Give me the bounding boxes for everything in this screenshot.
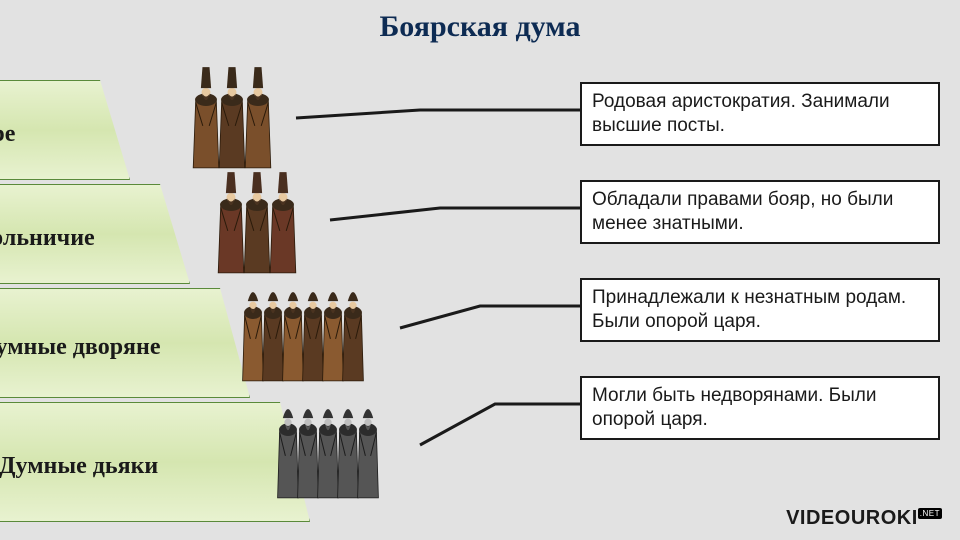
pyramid-tier-1-label: Окольничие — [0, 225, 95, 252]
description-box-1: Обладали правами бояр, но были менее зна… — [580, 180, 940, 244]
pyramid-tier-1: Окольничие — [0, 184, 190, 284]
watermark-suffix: .NET — [918, 508, 942, 519]
slide-title: Боярская дума — [0, 10, 960, 44]
description-text-0: Родовая аристократия. Занимали высшие по… — [592, 91, 890, 136]
figure-group-0 — [190, 65, 274, 170]
pyramid-tier-2-label: Думные дворяне — [0, 334, 161, 361]
pyramid-tier-3-label: Думные дьяки — [0, 453, 158, 480]
pyramid-tier-2: Думные дворяне — [0, 288, 250, 398]
pyramid-tier-0: Бояре — [0, 80, 130, 180]
description-text-2: Принадлежали к незнатным родам. Были опо… — [592, 287, 906, 332]
description-box-3: Могли быть недворянами. Были опорой царя… — [580, 376, 940, 440]
pyramid-tier-0-label: Бояре — [0, 121, 15, 148]
figure-group-1 — [215, 170, 299, 275]
description-box-0: Родовая аристократия. Занимали высшие по… — [580, 82, 940, 146]
pyramid-tier-3: Думные дьяки — [0, 402, 310, 522]
watermark: VIDEOUROKI.NET — [786, 507, 942, 530]
watermark-main: VIDEOUROKI — [786, 507, 918, 529]
figure-group-2 — [240, 278, 366, 383]
description-text-3: Могли быть недворянами. Были опорой царя… — [592, 385, 876, 430]
description-text-1: Обладали правами бояр, но были менее зна… — [592, 189, 893, 234]
figure-group-3 — [275, 395, 381, 500]
description-box-2: Принадлежали к незнатным родам. Были опо… — [580, 278, 940, 342]
